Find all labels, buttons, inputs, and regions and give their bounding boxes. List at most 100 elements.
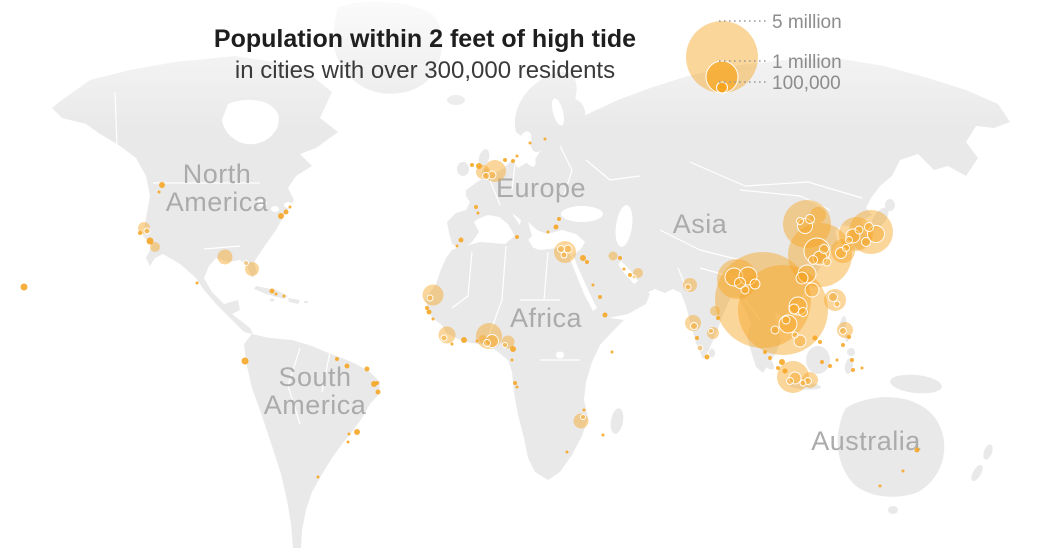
city-bubble-outlined xyxy=(243,260,249,266)
city-dot xyxy=(450,342,454,346)
land-puerto-rico xyxy=(304,300,308,304)
legend-circle-5-million xyxy=(686,21,758,93)
city-dot xyxy=(528,141,532,145)
city-bubble-outlined xyxy=(724,267,744,287)
city-bubble-outlined xyxy=(835,247,847,259)
city-bubble-outlined xyxy=(740,285,750,295)
city-dot xyxy=(851,368,855,372)
city-dot xyxy=(458,237,464,243)
city-dot xyxy=(768,356,772,360)
city-dot xyxy=(716,316,720,320)
city-dot xyxy=(364,366,370,372)
city-dot xyxy=(241,357,249,365)
continent-label-europe: Europe xyxy=(496,173,586,203)
land-nz-north xyxy=(983,444,993,460)
city-bubble-outlined xyxy=(799,379,807,387)
city-dot xyxy=(779,359,785,365)
land-jamaica xyxy=(269,298,275,302)
city-dot xyxy=(513,381,517,385)
city-bubble-outlined xyxy=(833,300,841,308)
city-bubble-outlined xyxy=(482,172,490,180)
legend-label: 5 million xyxy=(772,12,842,33)
city-bubble-outlined xyxy=(861,237,871,247)
city-dot xyxy=(288,205,292,209)
city-dot xyxy=(138,231,142,235)
city-dot xyxy=(828,364,832,368)
city-dot xyxy=(510,346,516,352)
city-dot xyxy=(269,288,275,294)
bubble-layer xyxy=(20,137,920,488)
city-bubble-outlined xyxy=(798,307,808,317)
city-dot xyxy=(818,340,822,344)
city-dot xyxy=(585,260,589,264)
city-dot xyxy=(847,335,851,339)
city-dot xyxy=(425,306,429,310)
city-bubble xyxy=(422,284,444,306)
city-dot xyxy=(344,363,350,369)
city-dot xyxy=(346,440,350,444)
land-australia xyxy=(837,397,945,497)
city-dot xyxy=(622,267,626,271)
land-sumatra xyxy=(752,344,774,370)
city-bubble-outlined xyxy=(822,257,832,267)
city-bubble-outlined xyxy=(842,244,850,252)
legend-label: 100,000 xyxy=(772,73,841,94)
legend-label: 1 million xyxy=(772,52,842,73)
city-dot xyxy=(316,475,320,479)
city-dot xyxy=(510,358,514,362)
city-dot xyxy=(580,255,586,261)
land-ireland xyxy=(457,162,469,176)
city-dot xyxy=(820,360,824,364)
city-dot xyxy=(335,357,339,361)
city-dot xyxy=(763,350,767,354)
land-japan-hokkaido xyxy=(885,199,895,211)
city-bubble-outlined xyxy=(631,274,637,280)
city-dot xyxy=(282,294,286,298)
city-bubble-outlined xyxy=(483,339,491,347)
city-bubble-outlined xyxy=(485,334,499,348)
continent-label-africa: Africa xyxy=(510,303,583,333)
water-persian-gulf xyxy=(618,261,638,284)
city-dot xyxy=(602,312,608,318)
city-dot xyxy=(553,224,559,230)
city-bubble-outlined xyxy=(781,315,791,325)
city-dot xyxy=(695,336,699,340)
water-great-lake-1 xyxy=(257,199,267,207)
city-dot xyxy=(470,163,474,167)
city-dot xyxy=(461,337,467,343)
city-bubble xyxy=(710,306,720,316)
city-dot xyxy=(812,335,818,341)
continent-label-north-america: America xyxy=(166,187,269,217)
city-dot xyxy=(347,432,351,436)
land-japan-southwest xyxy=(852,234,872,250)
city-dot xyxy=(476,163,482,169)
city-dot xyxy=(274,292,278,296)
city-bubble-outlined xyxy=(738,266,758,286)
land-tasmania xyxy=(888,506,898,514)
water-caspian-sea xyxy=(615,205,633,247)
water-red-sea xyxy=(570,257,597,311)
city-dot xyxy=(914,447,920,453)
city-dot xyxy=(20,283,28,291)
city-bubble xyxy=(573,413,589,429)
city-bubble xyxy=(150,242,160,252)
city-dot xyxy=(278,213,284,219)
city-bubble-outlined xyxy=(684,283,692,291)
continent-label-australia: Australia xyxy=(811,426,921,456)
city-dot xyxy=(610,350,614,354)
city-bubble-outlined xyxy=(795,271,809,285)
city-bubble-outlined xyxy=(804,282,820,298)
city-bubble-outlined xyxy=(487,170,497,180)
city-bubble-outlined xyxy=(708,328,714,334)
water-baltic-sea xyxy=(518,137,536,167)
city-bubble-outlined xyxy=(557,245,565,253)
city-dot xyxy=(375,381,379,385)
land-japan-honshu xyxy=(871,207,889,229)
city-dot xyxy=(878,484,882,488)
city-dot xyxy=(901,469,905,473)
land-africa xyxy=(425,235,624,480)
land-great-britain-north xyxy=(478,149,490,167)
